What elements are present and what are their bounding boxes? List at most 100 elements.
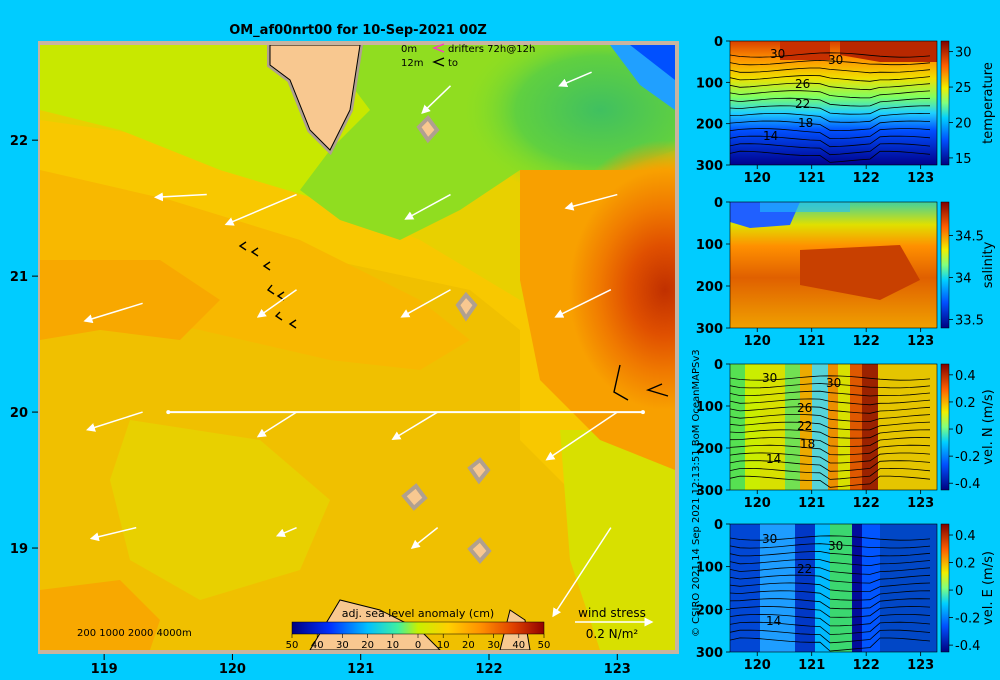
salinity-frame — [729, 201, 938, 329]
section-x-tick-label: 122 — [853, 334, 880, 349]
contour-line — [729, 59, 931, 66]
temperature-colorbar — [940, 40, 950, 166]
vel-n-band — [878, 364, 937, 490]
temperature-contours — [729, 52, 931, 163]
section-cbar-tick-label: 0 — [955, 423, 963, 438]
contour-line — [729, 613, 931, 627]
vel-n-frame — [729, 363, 938, 491]
contour-line — [729, 105, 931, 115]
section-x-tick-label: 121 — [798, 171, 825, 186]
salinity-panel — [729, 201, 950, 329]
section-cbar-tick-label: 0.2 — [955, 557, 976, 572]
vel-e-panel: 30 30 22 14 — [729, 523, 950, 653]
section-y-tick-label: 300 — [696, 646, 723, 661]
wind-arrow — [558, 71, 592, 88]
colorbar-tick-label: 50 — [286, 640, 299, 651]
vel-e-contour-labels: 30 30 22 14 — [762, 532, 843, 628]
contour-line — [729, 150, 931, 163]
contour-line — [729, 637, 931, 652]
vel-e-contours — [729, 535, 931, 652]
contour-line — [729, 52, 931, 58]
section-panels: 30 30 26 22 18 14 30 — [696, 35, 996, 673]
section-start — [166, 410, 171, 415]
section-colorbar-label: temperature — [981, 62, 996, 144]
wind-arrow — [391, 411, 439, 441]
vel-n-band — [785, 364, 800, 490]
temperature-panel: 30 30 26 22 18 14 — [729, 40, 950, 166]
section-x-tick-label: 122 — [853, 496, 880, 511]
contour-line — [729, 535, 931, 541]
wind-arrow — [400, 289, 451, 318]
section-y-tick-label: 0 — [714, 35, 723, 50]
colorbar-tick-label: 20 — [361, 640, 374, 651]
temp-contour-label: 30 — [770, 47, 785, 61]
section-y-tick-label: 100 — [696, 238, 723, 253]
contour-line — [729, 460, 931, 472]
wind-arrow — [83, 302, 143, 324]
section-cbar-tick-label: 0 — [955, 584, 963, 599]
vel-e-band — [815, 524, 830, 652]
section-y-tick-label: 100 — [696, 561, 723, 576]
contour-line — [729, 97, 931, 107]
section-y-tick-label: 100 — [696, 76, 723, 91]
salinity-colorbar — [940, 201, 950, 329]
map-title: OM_af00nrt00 for 10-Sep-2021 00Z — [229, 23, 487, 38]
temp-contour-label: 30 — [828, 53, 843, 67]
section-cbar-tick-label: 30 — [955, 46, 972, 61]
bathymetry-legend: 200 1000 2000 4000m — [77, 628, 192, 639]
map-x-tick-label: 119 — [91, 662, 118, 677]
section-y-tick-label: 200 — [696, 603, 723, 618]
map-y-tick-label: 21 — [10, 270, 28, 285]
contour-line — [729, 582, 931, 593]
section-y-tick-label: 100 — [696, 400, 723, 415]
wind-arrow — [552, 527, 612, 618]
section-x-tick-label: 123 — [907, 496, 934, 511]
section-x-tick-label: 120 — [744, 658, 771, 673]
contour-line — [729, 414, 931, 423]
contour-line — [729, 390, 931, 397]
vel-e-band — [880, 524, 937, 652]
contour-line — [729, 606, 931, 618]
colorbar-tick-label: 40 — [512, 640, 525, 651]
wind-legend-scale: 0.2 N/m² — [586, 627, 639, 641]
colorbar-title: adj. sea level anomaly (cm) — [342, 607, 494, 620]
vn-contour-label: 30 — [762, 371, 777, 385]
section-y-tick-label: 0 — [714, 196, 723, 211]
contour-line — [729, 429, 931, 439]
map-x-tick-label: 122 — [475, 662, 502, 677]
section-x-tick-label: 120 — [744, 171, 771, 186]
section-y-tick-label: 0 — [714, 358, 723, 373]
section-y-tick-label: 300 — [696, 322, 723, 337]
contour-line — [729, 629, 931, 644]
temp-contour-label: 22 — [795, 97, 810, 111]
contour-line — [729, 143, 931, 156]
temperature-frame — [729, 40, 938, 166]
section-x-tick-label: 122 — [853, 171, 880, 186]
colorbar-tick-label: 30 — [336, 640, 349, 651]
section-x-tick-label: 123 — [907, 171, 934, 186]
section-cbar-tick-label: -0.2 — [955, 612, 980, 627]
colorbar-tick-label: 50 — [538, 640, 551, 651]
contour-line — [729, 437, 931, 447]
contour-line — [729, 590, 931, 601]
temp-contour-label: 18 — [798, 116, 813, 130]
section-y-tick-label: 300 — [696, 484, 723, 499]
map-x-tick-label: 121 — [347, 662, 374, 677]
drifters-legend-label: drifters 72h@12h — [448, 44, 535, 55]
vel-n-contour-labels: 30 30 26 22 18 14 — [762, 371, 841, 466]
section-cbar-tick-label: 33.5 — [955, 314, 984, 329]
section-y-tick-label: 0 — [714, 518, 723, 533]
section-cbar-tick-label: -0.2 — [955, 450, 980, 465]
contour-line — [729, 75, 931, 82]
legend-row1-depth: 0m — [401, 44, 417, 55]
wind-arrow — [410, 527, 439, 549]
section-cbar-tick-label: -0.4 — [955, 477, 980, 492]
section-cbar-tick-label: 0.2 — [955, 396, 976, 411]
wind-arrow — [564, 193, 618, 211]
colorbar-tick-label: 20 — [462, 640, 475, 651]
contour-line — [729, 574, 931, 584]
map-y-tick-label: 22 — [10, 134, 28, 149]
section-y-tick-label: 200 — [696, 442, 723, 457]
